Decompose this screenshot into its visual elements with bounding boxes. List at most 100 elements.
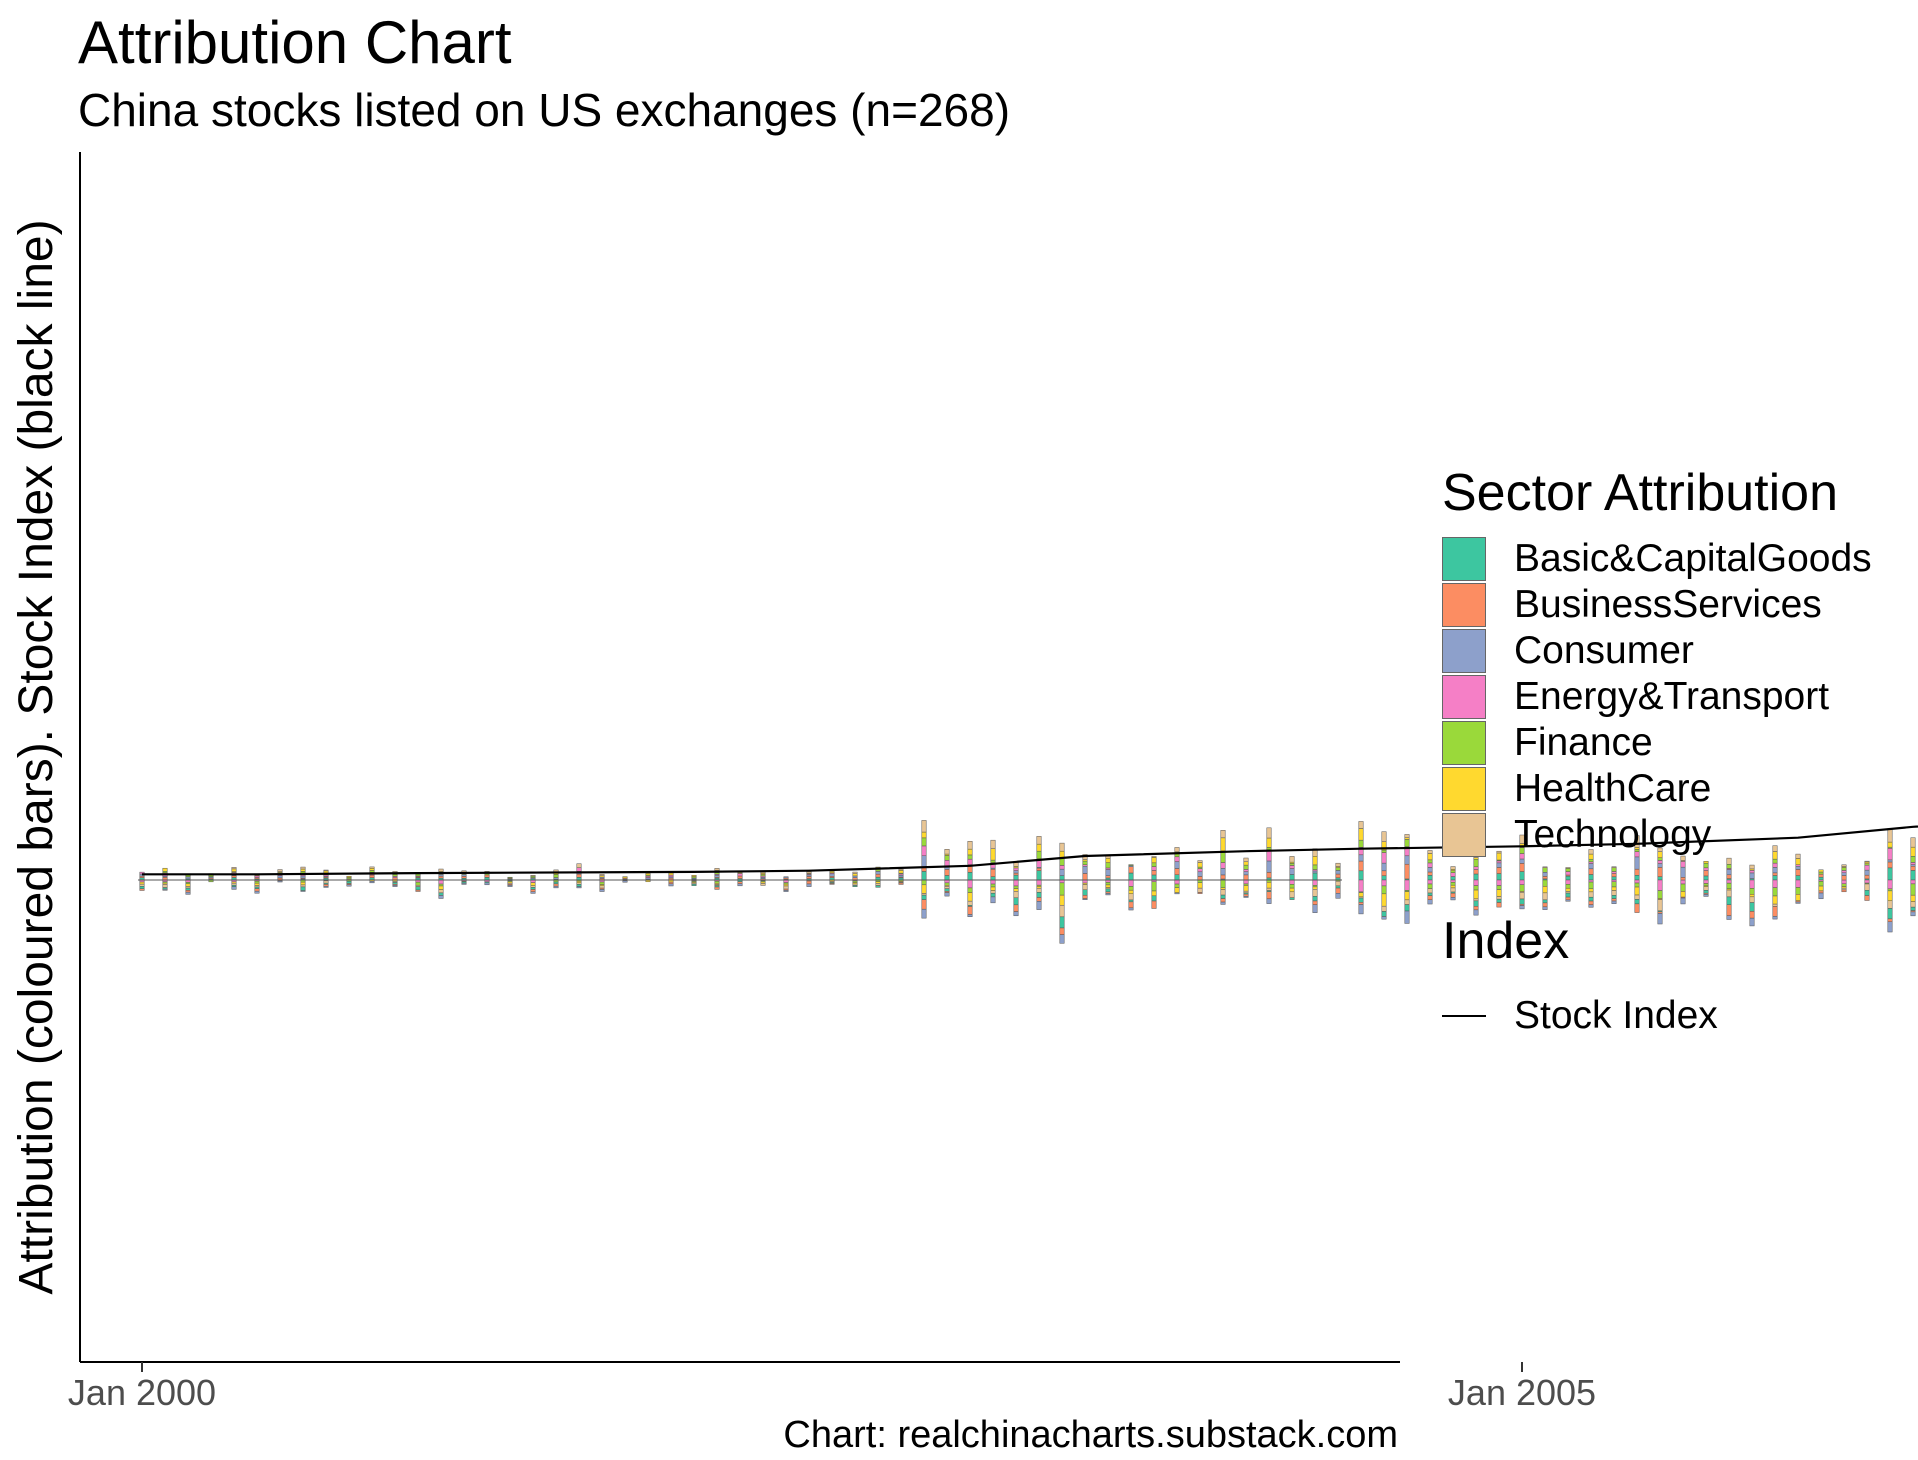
attribution-bar-segment <box>1910 906 1916 911</box>
attribution-bar-segment <box>1289 863 1295 866</box>
attribution-bar-segment <box>553 874 559 878</box>
attribution-bar-segment <box>438 889 444 894</box>
attribution-bar-segment <box>1289 879 1295 885</box>
attribution-bar-segment <box>1427 850 1433 854</box>
attribution-bar-segment <box>1795 853 1801 859</box>
attribution-bar-segment <box>1174 892 1180 895</box>
attribution-bar-segment <box>990 890 996 894</box>
attribution-bar-segment <box>967 914 973 918</box>
attribution-bar-segment <box>139 883 145 887</box>
attribution-bar-segment <box>231 867 237 870</box>
attribution-bar-segment <box>1404 837 1410 840</box>
attribution-bar-segment <box>599 874 605 877</box>
attribution-bar-segment <box>1496 902 1502 908</box>
attribution-bar-segment <box>1128 872 1134 881</box>
attribution-bar-segment <box>576 873 582 878</box>
attribution-bar-segment <box>944 849 950 855</box>
attribution-bar-segment <box>1611 866 1617 868</box>
attribution-bar-segment <box>1059 868 1065 876</box>
attribution-bar-segment <box>1036 892 1042 898</box>
attribution-bar-segment <box>323 884 329 887</box>
attribution-bar-segment <box>1312 879 1318 886</box>
attribution-bar-segment <box>1220 879 1226 889</box>
attribution-bar-segment <box>714 880 720 884</box>
attribution-bar-segment <box>1772 916 1778 920</box>
attribution-bar-segment <box>300 868 306 872</box>
attribution-bar-segment <box>1036 897 1042 902</box>
attribution-bar-segment <box>1910 911 1916 917</box>
attribution-bar-segment <box>1358 902 1364 905</box>
legend-label: Consumer <box>1514 629 1694 672</box>
attribution-bar-segment <box>875 873 881 878</box>
attribution-bar-segment <box>967 848 973 856</box>
attribution-bar-segment <box>438 883 444 887</box>
attribution-bar-segment <box>1197 868 1203 873</box>
attribution-bar-segment <box>1887 841 1893 848</box>
attribution-bar-segment <box>1312 870 1318 874</box>
attribution-bar-segment <box>392 885 398 887</box>
attribution-bar-segment <box>1381 870 1387 877</box>
attribution-bar-segment <box>1013 897 1019 906</box>
attribution-bar-segment <box>737 872 743 874</box>
attribution-bar-segment <box>1887 921 1893 933</box>
attribution-bar-segment <box>1243 864 1249 870</box>
attribution-bar-segment <box>576 884 582 887</box>
attribution-bar-segment <box>967 854 973 860</box>
attribution-bar-segment <box>1312 856 1318 866</box>
attribution-bar-segment <box>1013 874 1019 881</box>
attribution-bar-segment <box>1128 866 1134 874</box>
attribution-bar-segment <box>1013 872 1019 876</box>
attribution-bar-segment <box>323 869 329 872</box>
attribution-bar-segment <box>1174 861 1180 869</box>
attribution-bar-segment <box>1381 849 1387 853</box>
attribution-bar-segment <box>1059 882 1065 896</box>
attribution-bar-segment <box>323 880 329 884</box>
attribution-bar-segment <box>967 858 973 865</box>
attribution-bar-segment <box>1404 839 1410 847</box>
attribution-bar-segment <box>346 881 352 884</box>
attribution-bar-segment <box>300 875 306 879</box>
attribution-bar-segment <box>231 886 237 890</box>
attribution-bar-segment <box>300 884 306 888</box>
attribution-bar-segment <box>1289 887 1295 893</box>
attribution-bar-segment <box>1381 862 1387 872</box>
attribution-bar-segment <box>1197 882 1203 889</box>
attribution-bar-segment <box>1082 894 1088 899</box>
attribution-bar-segment <box>1312 896 1318 902</box>
attribution-bar-segment <box>1128 901 1134 909</box>
attribution-bar-segment <box>1266 847 1272 851</box>
attribution-bar-segment <box>1910 846 1916 857</box>
attribution-bar-segment <box>231 882 237 886</box>
attribution-bar-segment <box>967 892 973 902</box>
attribution-bar-segment <box>1059 842 1065 852</box>
attribution-bar-segment <box>1151 856 1157 858</box>
attribution-bar-segment <box>967 879 973 889</box>
attribution-bar-segment <box>1243 896 1249 898</box>
attribution-bar-segment <box>1013 904 1019 912</box>
attribution-bar-segment <box>1381 885 1387 895</box>
attribution-bar-segment <box>438 892 444 896</box>
attribution-bar-segment <box>438 874 444 877</box>
attribution-bar-segment <box>277 869 283 872</box>
attribution-bar-segment <box>254 888 260 892</box>
attribution-bar-segment <box>898 870 904 874</box>
attribution-bar-segment <box>139 886 145 890</box>
attribution-bar-segment <box>1381 911 1387 917</box>
attribution-bar-segment <box>1243 869 1249 872</box>
chart-caption: Chart: realchinacharts.substack.com <box>783 1414 1398 1456</box>
attribution-bar-segment <box>1427 871 1433 876</box>
attribution-bar-segment <box>1220 887 1226 890</box>
legend-key-swatch <box>1442 721 1486 765</box>
attribution-bar-segment <box>484 874 490 878</box>
attribution-bar-segment <box>1381 831 1387 842</box>
attribution-bar-segment <box>944 892 950 897</box>
legend-label: Technology <box>1514 813 1712 856</box>
attribution-bar-segment <box>783 883 789 887</box>
legend-fill-title: Sector Attribution <box>1442 464 1838 522</box>
attribution-bar-segment <box>1358 828 1364 841</box>
attribution-bar-segment <box>1404 855 1410 865</box>
attribution-bar-segment <box>783 876 789 879</box>
attribution-bar-segment <box>1887 890 1893 902</box>
attribution-bar-segment <box>323 886 329 888</box>
attribution-bar-segment <box>737 873 743 877</box>
